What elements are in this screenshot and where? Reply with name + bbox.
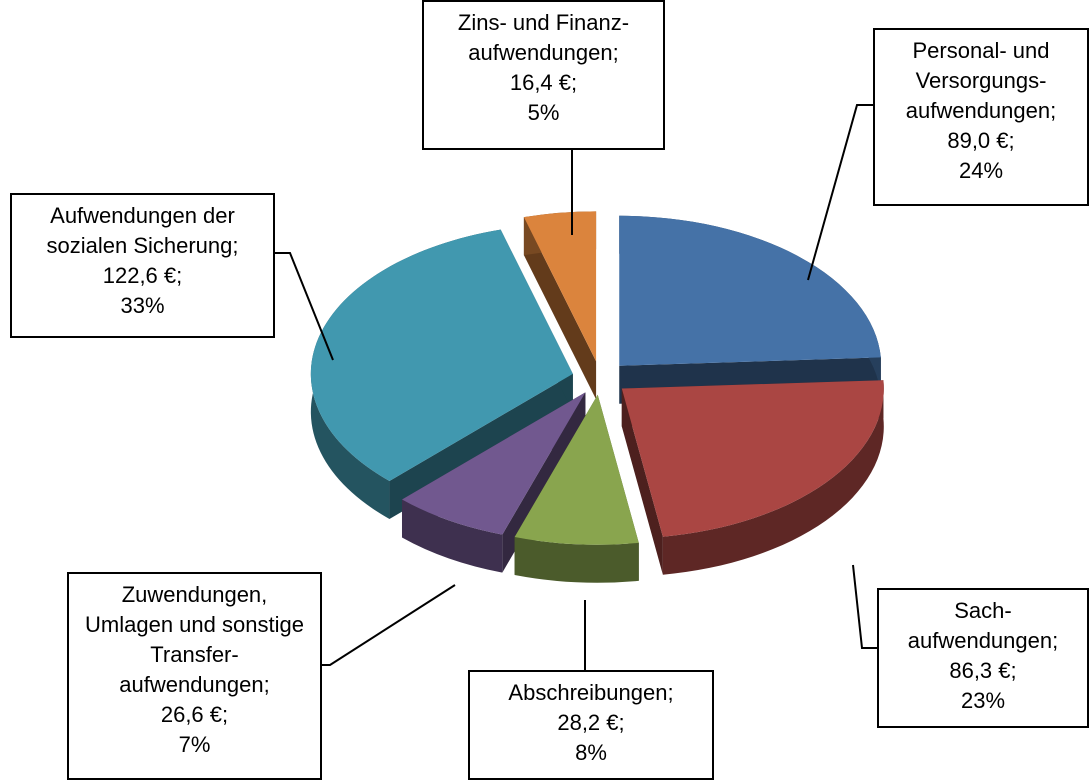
category-label: Zins- und Finanz-aufwendungen: [457, 10, 630, 65]
leader-line: [807, 104, 873, 281]
separator: ;: [1008, 128, 1015, 153]
value-label: 16,4 €: [509, 70, 572, 95]
separator: ;: [1052, 628, 1059, 653]
percent-label: 8%: [575, 740, 607, 765]
percent-label: 7%: [178, 732, 211, 757]
percent-label: 24%: [958, 158, 1004, 183]
leader-line: [852, 564, 877, 649]
data-label: Sach-aufwendungen; 86,3 €; 23%: [877, 588, 1089, 728]
separator: ;: [232, 233, 239, 258]
percent-label: 23%: [960, 688, 1006, 713]
category-label: Sach-aufwendungen: [907, 598, 1053, 653]
slice-side: [621, 388, 663, 575]
value-label: 26,6 €: [160, 702, 223, 727]
separator: ;: [222, 702, 229, 727]
value-label: 28,2 €: [557, 710, 619, 735]
value-label: 86,3 €: [949, 658, 1011, 683]
slice-side: [523, 217, 597, 400]
pie: [310, 211, 884, 583]
data-label: Abschreibungen; 28,2 €; 8%: [468, 670, 714, 780]
percent-label: 5%: [527, 100, 560, 125]
separator: ;: [176, 263, 183, 288]
slice: [401, 392, 586, 535]
separator: ;: [263, 672, 270, 697]
slice-wall: [662, 380, 884, 575]
data-label: Zins- und Finanz-aufwendungen; 16,4 €; 5%: [422, 0, 665, 150]
separator: ;: [1010, 658, 1017, 683]
separator: ;: [618, 710, 625, 735]
slice-wall: [514, 537, 639, 583]
value-label: 89,0 €: [947, 128, 1009, 153]
separator: ;: [667, 680, 674, 705]
category-label: Abschreibungen: [508, 680, 668, 705]
slice: [619, 215, 881, 366]
separator: ;: [612, 40, 619, 65]
category-label: Personal- und Versorgungs-aufwendungen: [905, 38, 1051, 123]
separator: ;: [1050, 98, 1057, 123]
leader-line: [322, 584, 456, 666]
slice: [310, 229, 573, 481]
leader-line: [275, 252, 334, 361]
slice: [514, 394, 639, 545]
data-label: Personal- und Versorgungs-aufwendungen; 8…: [873, 28, 1089, 206]
category-label: Aufwendungen der sozialen Sicherung: [46, 203, 235, 258]
data-label: Zuwendungen, Umlagen und sonstige Transf…: [67, 572, 322, 780]
category-label: Zuwendungen, Umlagen und sonstige Transf…: [85, 582, 304, 697]
percent-label: 33%: [120, 293, 165, 318]
slice-wall: [401, 499, 503, 573]
slice: [621, 380, 884, 537]
value-label: 122,6 €: [102, 263, 177, 288]
slice: [523, 211, 597, 362]
data-label: Aufwendungen der sozialen Sicherung; 122,…: [10, 193, 275, 338]
separator: ;: [571, 70, 578, 95]
